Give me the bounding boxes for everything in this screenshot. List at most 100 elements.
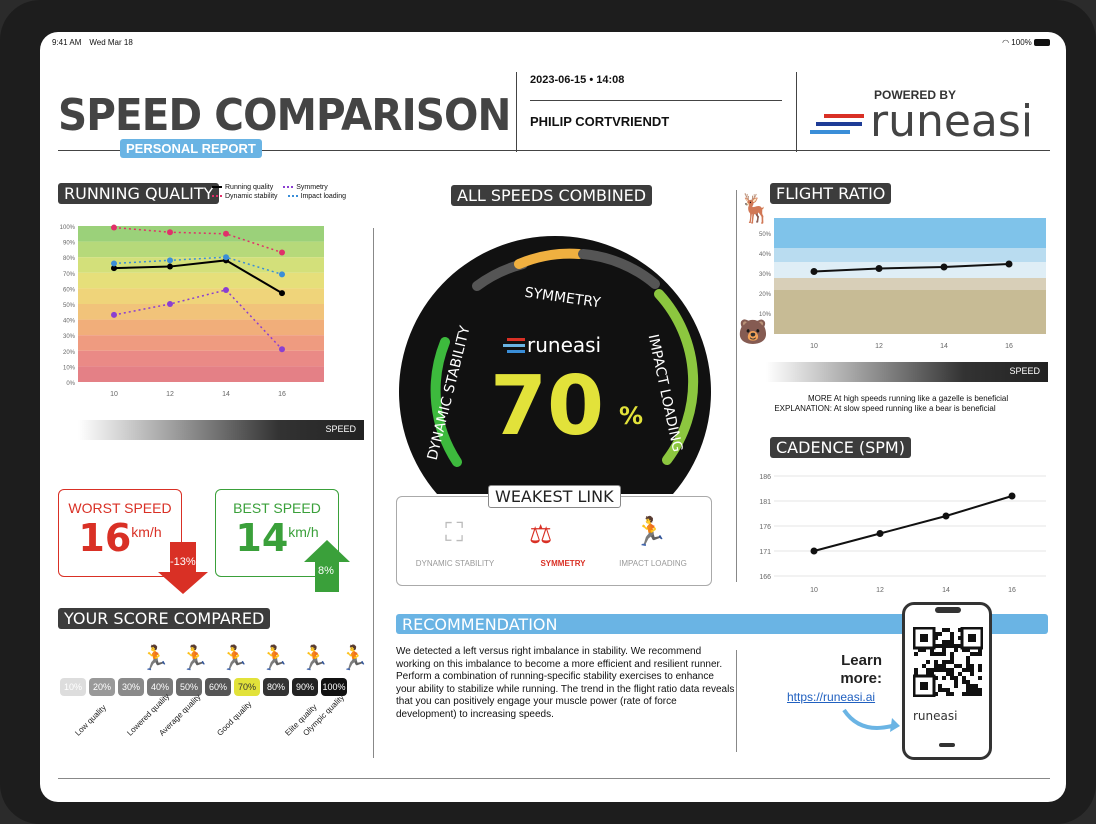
rq-point xyxy=(167,257,173,264)
legend-impact-loading: Impact loading xyxy=(287,192,346,201)
flight-x-tick: 12 xyxy=(875,343,883,350)
legend-dynamic-stability: Dynamic stability xyxy=(212,192,278,201)
flight-y-tick: 50% xyxy=(759,232,772,238)
rq-y-tick: 50% xyxy=(63,303,76,309)
learn-more-label: Learn more: xyxy=(840,652,882,687)
rq-point xyxy=(111,311,117,318)
battery-level: 100% xyxy=(1011,38,1032,47)
rq-y-tick: 20% xyxy=(63,350,76,356)
stability-icon: ⛶ xyxy=(445,517,464,547)
flight-x-tick: 14 xyxy=(940,343,948,350)
flight-ratio-chart: 50% 40% 30% 20% 10% 10 12 14 16 xyxy=(759,218,1046,350)
weakest-item: IMPACT LOADING xyxy=(619,559,687,568)
rq-x-tick: 16 xyxy=(278,391,286,398)
rq-x-tick: 10 xyxy=(110,391,118,398)
all-speeds-tag: ALL SPEEDS COMBINED xyxy=(451,185,653,206)
rq-point xyxy=(279,249,285,256)
report-datetime: 2023-06-15 • 14:08 xyxy=(530,74,625,86)
score-compared-tag: YOUR SCORE COMPARED xyxy=(58,608,271,629)
rq-y-tick: 0% xyxy=(66,381,75,387)
subtitle-badge: PERSONAL REPORT xyxy=(120,139,262,158)
cadence-y-tick: 186 xyxy=(759,474,771,481)
gauge-arc-symmetry xyxy=(514,248,584,269)
weakest-link-tag: WEAKEST LINK xyxy=(488,485,621,508)
status-bar: 9:41 AM Wed Mar 18 ◠ 100% xyxy=(52,38,1050,52)
score-cell: 50% xyxy=(176,678,202,696)
weakest-link-card: DYNAMIC STABILITY SYMMETRY IMPACT LOADING … xyxy=(396,496,712,586)
worst-speed-label: WORST SPEED xyxy=(68,500,172,516)
score-cell: 30% xyxy=(118,678,144,696)
recommendation-header: RECOMMENDATION xyxy=(396,614,1048,634)
cadence-point xyxy=(1008,492,1016,500)
rq-y-tick: 100% xyxy=(60,225,76,231)
best-speed-delta: 8% xyxy=(318,565,334,577)
flight-y-tick: 10% xyxy=(759,312,772,318)
flight-explanation: MORE At high speeds running like a gazel… xyxy=(760,394,1008,414)
rq-point xyxy=(167,263,173,270)
running-quality-chart: 100% 90% 80% 70% 60% 50% 40% 30% 20% 10% 0% 10 12 14 1… xyxy=(60,224,324,398)
rq-y-tick: 90% xyxy=(63,241,76,247)
flight-ratio-tag: FLIGHT RATIO xyxy=(770,183,892,204)
battery-icon xyxy=(1034,39,1050,47)
gauge-arc-stability xyxy=(430,337,462,467)
score-cell: 70% xyxy=(234,678,260,696)
score-cell: 80% xyxy=(263,678,289,696)
legend-running-quality: Running quality xyxy=(212,183,273,192)
rec-divider xyxy=(736,650,737,752)
rq-point xyxy=(111,260,117,267)
curved-arrow-icon xyxy=(842,708,900,732)
flight-point xyxy=(940,263,948,271)
weakest-item: DYNAMIC STABILITY xyxy=(415,559,495,568)
flight-y-tick: 40% xyxy=(759,252,772,258)
rq-y-tick: 70% xyxy=(63,272,76,278)
best-speed-value: 14 xyxy=(235,516,289,560)
rq-speed-label: SPEED xyxy=(325,424,356,434)
more-label: MORE xyxy=(808,394,832,403)
flight-speed-bar: SPEED xyxy=(766,362,1048,382)
flight-point xyxy=(1005,260,1013,268)
score-cell: 60% xyxy=(205,678,231,696)
score-label: Good quality xyxy=(215,699,254,738)
cadence-x-tick: 10 xyxy=(810,587,818,594)
footer-divider xyxy=(58,778,1050,779)
rq-point xyxy=(279,346,285,353)
header-divider xyxy=(58,150,1050,151)
rq-y-tick: 10% xyxy=(63,365,76,371)
runner-name: PHILIP CORTVRIENDT xyxy=(530,114,670,129)
rq-series-line xyxy=(113,259,283,294)
weakest-item: SYMMETRY xyxy=(540,559,586,568)
rq-legend: Running quality Symmetry Dynamic stabilit… xyxy=(212,183,346,201)
score-cell: 100% xyxy=(321,678,347,696)
rq-point xyxy=(167,301,173,307)
rq-x-tick: 12 xyxy=(166,391,174,398)
rq-point xyxy=(223,286,229,293)
rq-y-tick: 30% xyxy=(63,334,76,340)
report-screen: 9:41 AM Wed Mar 18 ◠ 100% SPEED COMPARISO… xyxy=(40,32,1066,802)
flight-speed-label: SPEED xyxy=(1009,366,1040,376)
rq-series-line xyxy=(113,256,283,276)
rq-point xyxy=(223,254,229,261)
cadence-line xyxy=(813,495,1013,552)
cadence-point xyxy=(876,530,884,537)
flight-point xyxy=(810,268,818,275)
score-cell: 10% xyxy=(60,678,86,696)
legend-symmetry: Symmetry xyxy=(283,183,328,192)
score-label: Low quality xyxy=(73,702,108,738)
status-time: 9:41 AM xyxy=(52,38,82,47)
flight-line xyxy=(813,263,1010,273)
rq-point xyxy=(167,229,173,236)
powered-by: POWERED BY xyxy=(874,88,957,102)
score-cell: 90% xyxy=(292,678,318,696)
score-cell: 20% xyxy=(89,678,115,696)
gauge-unit: % xyxy=(619,402,643,430)
rq-speed-bar: SPEED xyxy=(78,420,364,440)
runner-figures-icon: 🏃🏃🏃🏃🏃🏃 xyxy=(140,645,380,672)
symmetry-icon: ⚖ xyxy=(529,519,553,549)
qr-code-icon[interactable] xyxy=(913,627,983,697)
best-speed-unit: km/h xyxy=(288,524,319,540)
wifi-icon: ◠ xyxy=(1002,38,1012,47)
runeasi-link[interactable]: https://runeasi.ai xyxy=(787,690,876,704)
impact-runner-icon: 🏃 xyxy=(633,516,668,547)
score-cell: 40% xyxy=(147,678,173,696)
arrow-up-icon xyxy=(304,540,350,592)
